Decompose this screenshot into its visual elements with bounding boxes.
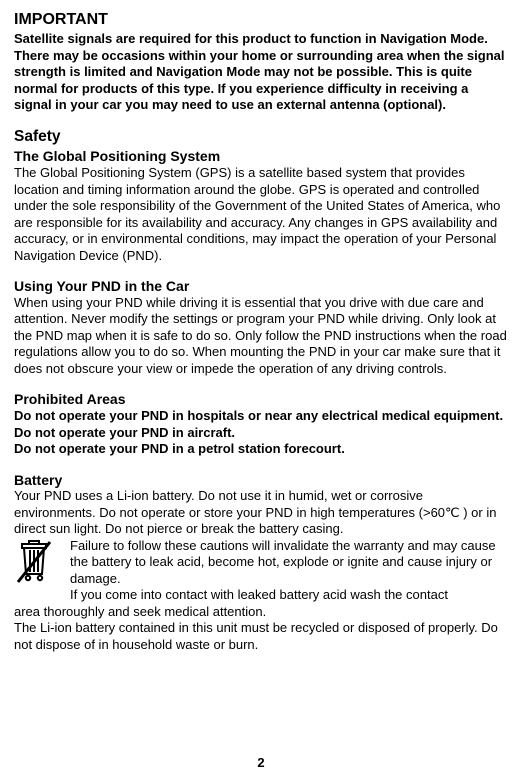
battery-caution1: Failure to follow these cautions will in… — [14, 538, 508, 588]
prohibited-line2: Do not operate your PND in aircraft. — [14, 425, 508, 442]
prohibited-line1: Do not operate your PND in hospitals or … — [14, 408, 508, 425]
car-body: When using your PND while driving it is … — [14, 295, 508, 378]
battery-caution2-indent: If you come into contact with leaked bat… — [14, 587, 508, 604]
gps-body: The Global Positioning System (GPS) is a… — [14, 165, 508, 264]
car-heading: Using Your PND in the Car — [14, 278, 508, 295]
battery-heading: Battery — [14, 472, 508, 489]
battery-caution2-rest: area thoroughly and seek medical attenti… — [14, 604, 508, 621]
important-heading: IMPORTANT — [14, 10, 508, 29]
safety-heading: Safety — [14, 128, 508, 147]
prohibited-line3: Do not operate your PND in a petrol stat… — [14, 441, 508, 458]
document-page: IMPORTANT Satellite signals are required… — [0, 0, 522, 782]
prohibited-heading: Prohibited Areas — [14, 391, 508, 408]
gps-heading: The Global Positioning System — [14, 148, 508, 165]
important-body: Satellite signals are required for this … — [14, 31, 508, 114]
battery-disposal: The Li-ion battery contained in this uni… — [14, 620, 508, 653]
battery-intro: Your PND uses a Li-ion battery. Do not u… — [14, 488, 508, 538]
crossed-out-wheeled-bin-icon — [14, 540, 54, 586]
page-number: 2 — [0, 755, 522, 770]
battery-caution-block: Failure to follow these cautions will in… — [14, 538, 508, 604]
